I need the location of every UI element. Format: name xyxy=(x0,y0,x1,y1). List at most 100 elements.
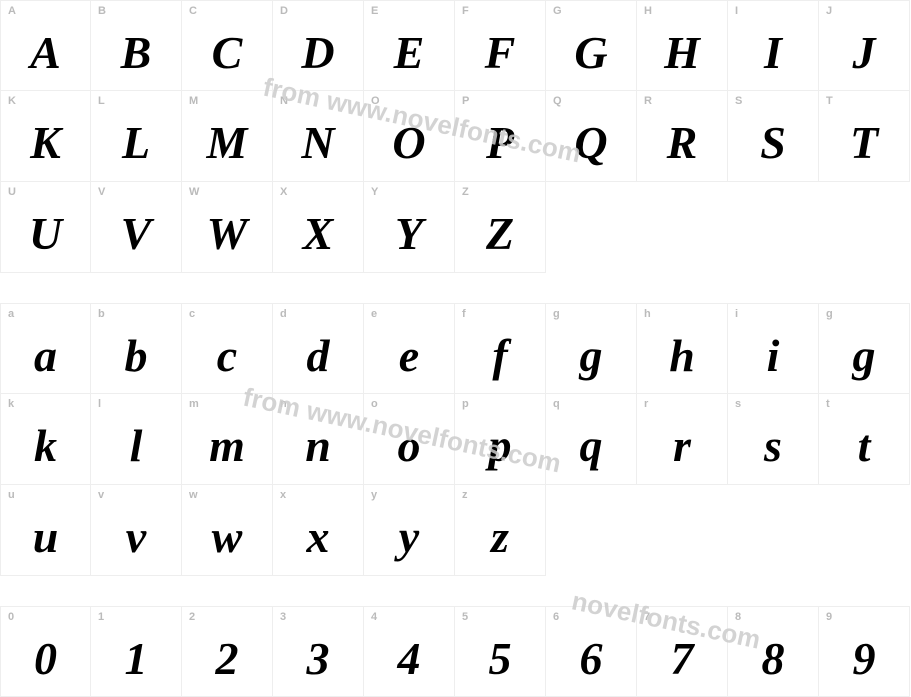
glyph-cell: PP xyxy=(455,91,546,182)
cell-label: D xyxy=(280,5,288,17)
glyph-cell: WW xyxy=(182,182,273,273)
cell-label: 8 xyxy=(735,611,741,623)
glyph-cell: 88 xyxy=(728,606,819,697)
cell-label: 4 xyxy=(371,611,377,623)
cell-glyph: h xyxy=(669,333,695,379)
cell-glyph: d xyxy=(307,333,330,379)
glyph-cell: 11 xyxy=(91,606,182,697)
cell-label: 1 xyxy=(98,611,104,623)
cell-glyph: v xyxy=(126,514,146,560)
cell-label: Y xyxy=(371,186,378,198)
cell-glyph: g xyxy=(580,333,603,379)
glyph-cell: HH xyxy=(637,0,728,91)
glyph-cell: SS xyxy=(728,91,819,182)
cell-glyph: e xyxy=(399,333,419,379)
cell-label: 0 xyxy=(8,611,14,623)
cell-glyph: 1 xyxy=(125,636,148,682)
glyph-cell: yy xyxy=(364,485,455,576)
glyph-cell: UU xyxy=(0,182,91,273)
cell-glyph: H xyxy=(664,30,700,76)
glyph-cell: mm xyxy=(182,394,273,485)
glyph-cell: nn xyxy=(273,394,364,485)
glyph-cell: 44 xyxy=(364,606,455,697)
cell-label: r xyxy=(644,398,648,410)
cell-glyph: l xyxy=(130,423,143,469)
cell-label: w xyxy=(189,489,198,501)
glyph-cell: oo xyxy=(364,394,455,485)
cell-label: i xyxy=(735,308,738,320)
glyph-cell: ww xyxy=(182,485,273,576)
cell-glyph: 2 xyxy=(216,636,239,682)
cell-glyph: x xyxy=(307,514,330,560)
cell-label: Q xyxy=(553,95,562,107)
cell-label: t xyxy=(826,398,830,410)
cell-glyph: s xyxy=(764,423,782,469)
cell-glyph: u xyxy=(33,514,59,560)
glyph-cell: 66 xyxy=(546,606,637,697)
glyph-cell: KK xyxy=(0,91,91,182)
glyph-cell: dd xyxy=(273,303,364,394)
glyph-cell: CC xyxy=(182,0,273,91)
glyph-cell: bb xyxy=(91,303,182,394)
cell-glyph: F xyxy=(485,30,516,76)
cell-label: O xyxy=(371,95,380,107)
cell-label: f xyxy=(462,308,466,320)
cell-glyph: R xyxy=(667,120,698,166)
cell-glyph: K xyxy=(30,120,61,166)
cell-glyph: w xyxy=(212,514,243,560)
cell-label: z xyxy=(462,489,468,501)
cell-glyph: 3 xyxy=(307,636,330,682)
glyph-cell: MM xyxy=(182,91,273,182)
glyph-cell: xx xyxy=(273,485,364,576)
glyph-cell: OO xyxy=(364,91,455,182)
glyph-cell: ZZ xyxy=(455,182,546,273)
cell-glyph: 0 xyxy=(34,636,57,682)
cell-label: P xyxy=(462,95,469,107)
glyph-cell: YY xyxy=(364,182,455,273)
glyph-cell: aa xyxy=(0,303,91,394)
cell-glyph: U xyxy=(29,211,62,257)
cell-label: a xyxy=(8,308,14,320)
glyph-cell: II xyxy=(728,0,819,91)
cell-label: G xyxy=(553,5,562,17)
glyph-cell: tt xyxy=(819,394,910,485)
cell-glyph: r xyxy=(673,423,691,469)
glyph-cell: gg xyxy=(546,303,637,394)
cell-glyph: I xyxy=(764,30,782,76)
cell-glyph: X xyxy=(303,211,334,257)
empty-cell xyxy=(728,485,819,576)
glyph-cell: ll xyxy=(91,394,182,485)
cell-glyph: 4 xyxy=(398,636,421,682)
cell-glyph: b xyxy=(125,333,148,379)
glyph-cell: GG xyxy=(546,0,637,91)
cell-label: M xyxy=(189,95,198,107)
glyph-cell: uu xyxy=(0,485,91,576)
glyph-cell: JJ xyxy=(819,0,910,91)
cell-label: F xyxy=(462,5,469,17)
cell-glyph: B xyxy=(121,30,152,76)
cell-label: q xyxy=(553,398,560,410)
cell-label: x xyxy=(280,489,286,501)
cell-glyph: Z xyxy=(486,211,514,257)
cell-glyph: p xyxy=(489,423,512,469)
cell-label: A xyxy=(8,5,16,17)
glyph-cell: RR xyxy=(637,91,728,182)
empty-cell xyxy=(728,182,819,273)
cell-glyph: O xyxy=(392,120,425,166)
cell-glyph: V xyxy=(121,211,152,257)
cell-label: T xyxy=(826,95,833,107)
glyph-cell: pp xyxy=(455,394,546,485)
cell-label: L xyxy=(98,95,105,107)
glyph-cell: DD xyxy=(273,0,364,91)
glyph-cell: XX xyxy=(273,182,364,273)
empty-cell xyxy=(819,182,910,273)
cell-label: b xyxy=(98,308,105,320)
cell-label: m xyxy=(189,398,199,410)
cell-glyph: n xyxy=(305,423,331,469)
cell-glyph: i xyxy=(767,333,780,379)
cell-label: o xyxy=(371,398,378,410)
cell-glyph: Q xyxy=(574,120,607,166)
cell-label: E xyxy=(371,5,378,17)
cell-label: W xyxy=(189,186,199,198)
cell-glyph: z xyxy=(491,514,509,560)
